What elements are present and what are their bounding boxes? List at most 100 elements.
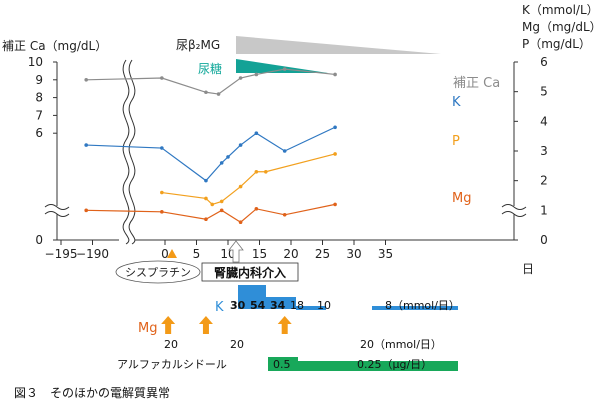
data-point-mg xyxy=(219,208,224,213)
data-point-ca xyxy=(160,76,164,80)
series-label-ca: 補正 Ca xyxy=(453,76,500,91)
k-value-3: 34 xyxy=(270,299,286,312)
x-axis-unit: 日 xyxy=(522,262,534,276)
x-axis-break xyxy=(119,59,136,245)
k-therapy: K 30 54 34 18 10 8（mmol/日） xyxy=(215,285,460,315)
data-point-mg xyxy=(282,212,287,217)
data-point-k xyxy=(333,125,337,130)
alfacalcidol-value-2: 0.25（μg/日） xyxy=(357,358,432,371)
data-point-ca xyxy=(238,76,243,80)
left-axis-label: 補正 Ca（mg/dL） xyxy=(2,39,107,53)
axis-break-right xyxy=(501,204,527,217)
data-point-p xyxy=(219,199,224,204)
data-point-mg xyxy=(238,220,243,224)
mg-therapy: Mg 20 20 20（mmol/日） xyxy=(138,316,442,351)
data-point-p xyxy=(238,184,243,189)
data-point-p xyxy=(210,202,215,207)
data-point-ca xyxy=(254,72,259,77)
k-value-2: 54 xyxy=(250,299,266,312)
k-maintenance: 8（mmol/日） xyxy=(385,299,460,312)
mg-dose-arrow xyxy=(277,316,292,334)
data-point-p xyxy=(160,190,164,195)
series-line-p xyxy=(161,153,336,206)
series-label-mg: Mg xyxy=(452,191,471,206)
series-line-ca xyxy=(86,68,336,95)
nephrology-label: 腎臓内科介入 xyxy=(214,265,286,280)
data-point-k xyxy=(226,155,230,159)
right-axis-label-1: K（mmol/L） xyxy=(522,3,599,17)
right-tick-label: 1 xyxy=(540,203,548,217)
x-tick-label: 5 xyxy=(193,247,201,261)
axis-break-left xyxy=(44,204,70,217)
cisplatin-label: シスプラチン xyxy=(125,266,191,279)
nephrology-intervention: 腎臓内科介入 xyxy=(201,240,299,282)
left-tick-label: 9 xyxy=(35,73,43,87)
x-tick-label: −190 xyxy=(76,247,109,261)
right-axis-label-2: Mg（mg/dL） xyxy=(522,20,602,34)
right-tick-label: 0 xyxy=(540,233,548,247)
left-tick-label: 8 xyxy=(35,91,43,105)
left-ticks: 0 6 7 8 9 10 xyxy=(28,55,57,247)
k-value-4: 18 xyxy=(290,299,304,312)
x-tick-label: −195 xyxy=(45,247,78,261)
data-point-k xyxy=(219,161,224,165)
left-tick-label: 10 xyxy=(28,55,43,69)
mg-arrows xyxy=(161,316,292,334)
x-tick-label: 30 xyxy=(346,247,361,261)
series-layer: 補正 Ca K P Mg xyxy=(84,67,500,224)
mg-dose-arrow xyxy=(198,316,213,334)
x-tick-label: 15 xyxy=(252,247,267,261)
data-point-p xyxy=(264,169,268,174)
x-tick-label: 0 xyxy=(161,247,169,261)
right-tick-label: 3 xyxy=(540,144,548,158)
data-point-mg xyxy=(160,210,164,214)
series-label-p: P xyxy=(452,134,460,149)
data-point-p xyxy=(333,152,337,156)
k-value-5: 10 xyxy=(317,299,331,312)
data-point-mg xyxy=(333,202,337,207)
data-point-ca xyxy=(282,67,287,71)
data-point-k xyxy=(282,149,287,153)
data-point-mg xyxy=(254,207,259,211)
urine-sugar-marker: 尿糖 xyxy=(198,59,328,76)
alfacalcidol-label: アルファカルシドール xyxy=(117,358,227,371)
x-tick-label: 20 xyxy=(283,247,298,261)
data-point-ca xyxy=(333,72,337,77)
mg-dose-2: 20 xyxy=(230,338,244,351)
k-value-1: 30 xyxy=(230,299,246,312)
x-ticks: −195−190 0 5 10 15 20 25 30 35 xyxy=(45,240,393,261)
data-point-p xyxy=(204,196,208,201)
alfacalcidol-value-1: 0.5 xyxy=(273,358,291,371)
right-tick-label: 5 xyxy=(540,85,548,99)
x-tick-label: 10 xyxy=(220,247,235,261)
data-point-mg xyxy=(204,217,208,222)
data-point-ca xyxy=(84,78,88,82)
series-label-k: K xyxy=(452,95,461,110)
mg-dose-1: 20 xyxy=(164,338,178,351)
k-therapy-label: K xyxy=(215,300,224,315)
left-tick-label: 7 xyxy=(35,108,43,122)
data-point-k xyxy=(84,143,88,147)
right-tick-label: 6 xyxy=(540,55,548,69)
right-ticks: 0 1 2 3 4 5 6 xyxy=(514,55,548,247)
data-point-ca xyxy=(216,92,221,96)
mg-dose-3: 20（mmol/日） xyxy=(360,338,442,351)
x-tick-label: 25 xyxy=(315,247,330,261)
series-line-mg xyxy=(86,203,336,223)
data-point-p xyxy=(254,169,259,174)
urine-b2mg-label: 尿β₂MG xyxy=(176,38,220,52)
left-tick-label: 0 xyxy=(35,233,43,247)
figure-caption: 図３ そのほかの電解質異常 xyxy=(14,385,170,400)
data-point-k xyxy=(254,131,259,135)
cisplatin-marker: シスプラチン xyxy=(115,249,201,284)
left-tick-label: 6 xyxy=(35,126,43,140)
mg-therapy-label: Mg xyxy=(138,321,157,336)
mg-dose-arrow xyxy=(161,316,176,334)
alfacalcidol: アルファカルシドール 0.5 0.25（μg/日） xyxy=(117,357,458,371)
urine-b2mg-marker: 尿β₂MG xyxy=(176,36,441,54)
data-point-ca xyxy=(204,90,208,95)
x-tick-label: 35 xyxy=(378,247,393,261)
urine-sugar-label: 尿糖 xyxy=(198,61,222,76)
data-point-mg xyxy=(84,208,88,213)
